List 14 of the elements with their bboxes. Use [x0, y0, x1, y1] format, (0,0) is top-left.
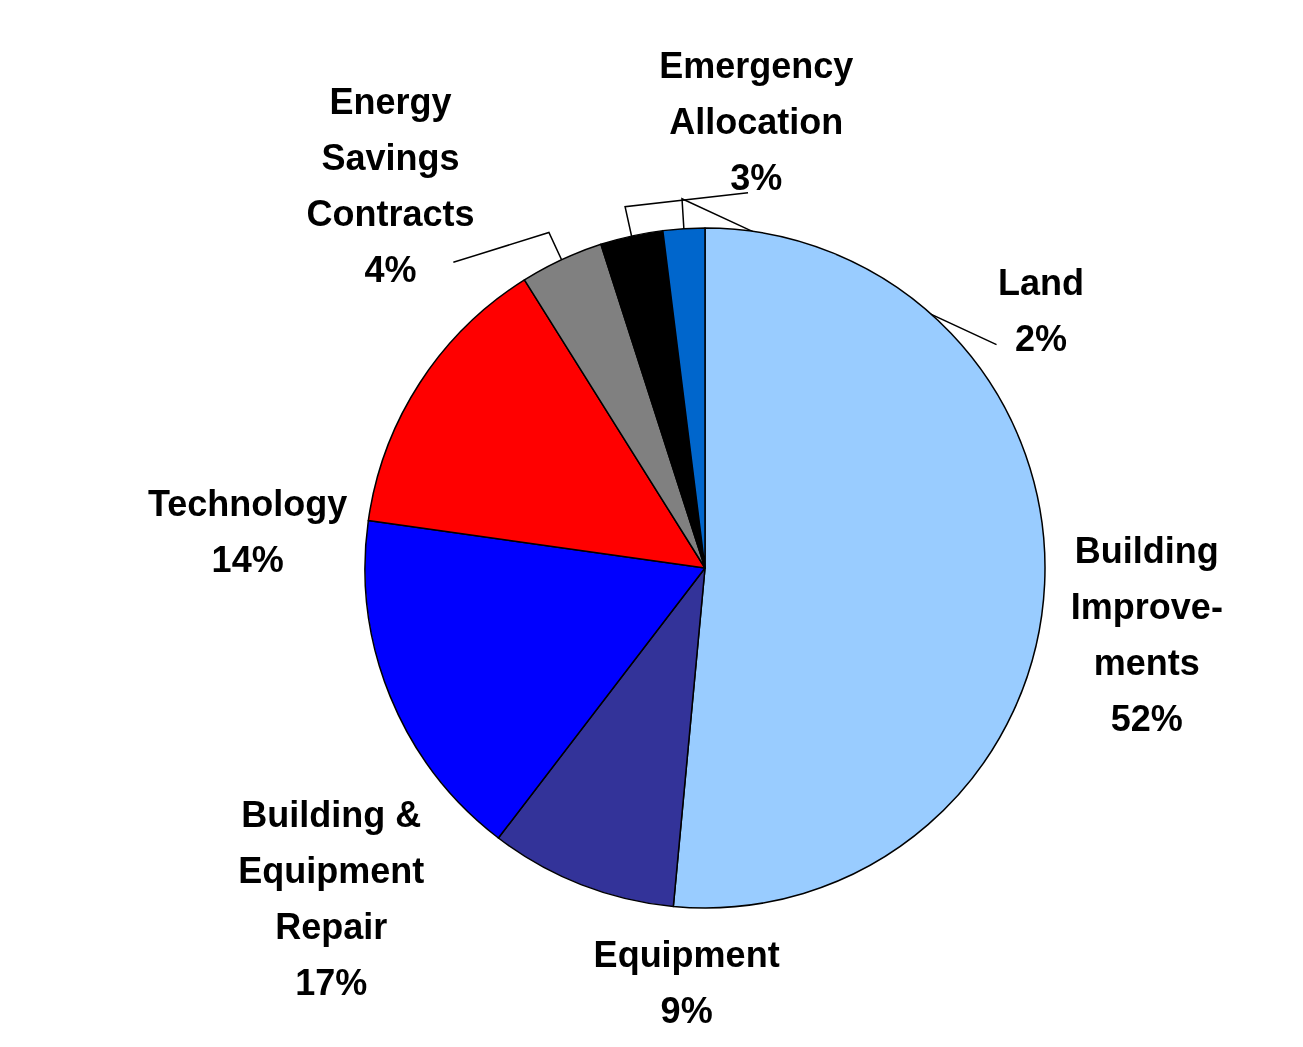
data-label: 4% [364, 249, 417, 291]
data-label: 52% [1110, 697, 1183, 739]
slice-label: Building & Equipment Repair [238, 793, 425, 947]
slice-label: Equipment [593, 934, 780, 976]
slice-label: Emergency Allocation [659, 44, 854, 142]
slice-label: Building Improve- ments [1070, 529, 1223, 683]
data-label: 9% [660, 990, 713, 1032]
data-label: 14% [211, 539, 284, 581]
data-label: 2% [1014, 318, 1067, 360]
slice-label: Technology [147, 483, 348, 525]
data-label: 17% [295, 961, 368, 1003]
slice-label: Energy Savings Contracts [306, 81, 475, 235]
slice-label: Land [997, 262, 1084, 304]
data-label: 3% [730, 156, 783, 198]
